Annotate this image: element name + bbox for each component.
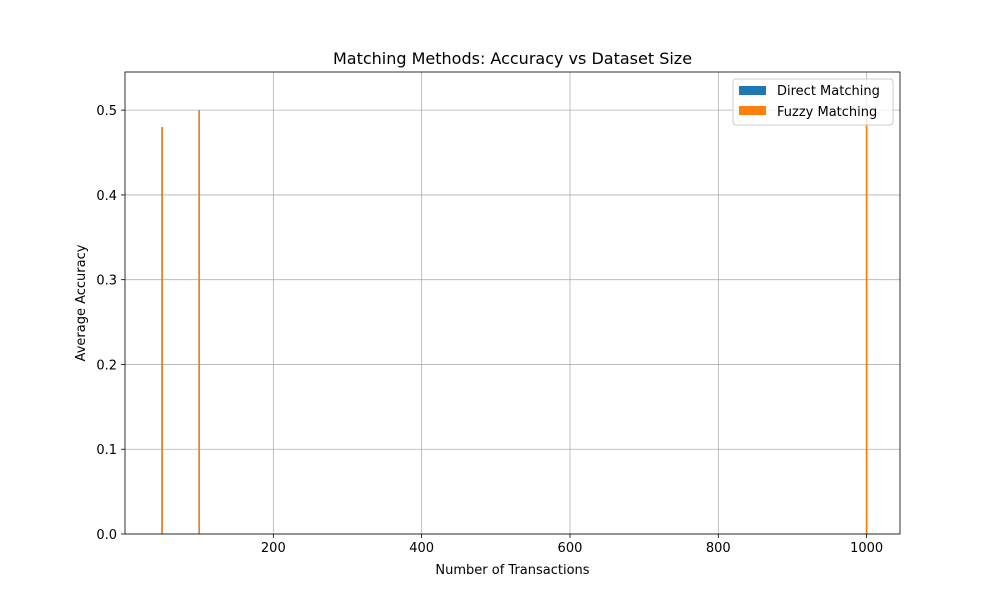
legend-label-fuzzy: Fuzzy Matching (777, 105, 877, 120)
y-tick-label: 0.5 (96, 104, 117, 119)
plot-frame (124, 71, 901, 535)
x-tick-label: 400 (409, 541, 434, 556)
legend-swatch-fuzzy (739, 106, 766, 115)
legend-frame (732, 78, 894, 126)
grid (125, 72, 900, 535)
y-axis-label: Average Accuracy (74, 244, 89, 361)
y-tick-label: 0.2 (96, 358, 117, 373)
legend-swatch-direct (739, 86, 766, 95)
x-tick-label: 200 (261, 541, 286, 556)
bars (161, 110, 868, 535)
x-tick-label: 1000 (850, 541, 883, 556)
x-tick-label: 600 (558, 541, 583, 556)
x-ticks: 200 400 600 800 1000 (261, 534, 883, 556)
y-tick-label: 0.4 (96, 189, 117, 204)
x-axis-label: Number of Transactions (435, 563, 589, 578)
y-tick-label: 0.1 (96, 443, 117, 458)
bar-fuzzy-matching (161, 127, 163, 534)
y-ticks: 0.0 0.1 0.2 0.3 0.4 0.5 (96, 104, 125, 543)
bar-fuzzy-matching (865, 118, 868, 535)
y-tick-label: 0.3 (96, 274, 117, 289)
y-tick-label: 0.0 (96, 528, 117, 543)
x-tick-label: 800 (706, 541, 731, 556)
chart-title: Matching Methods: Accuracy vs Dataset Si… (333, 49, 692, 68)
legend: Direct Matching Fuzzy Matching (732, 78, 894, 126)
legend-label-direct: Direct Matching (777, 84, 880, 99)
bar-fuzzy-matching (198, 110, 200, 534)
